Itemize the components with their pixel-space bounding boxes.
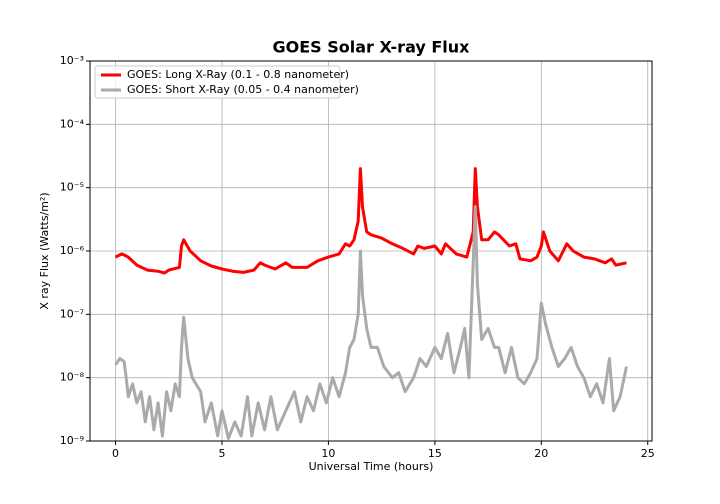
x-tick-label: 0 [112,447,119,460]
y-tick-label: 10⁻⁵ [60,181,84,194]
plot-frame [89,60,653,442]
x-tick-label: 15 [428,447,442,460]
y-tick-label: 10⁻⁴ [60,117,85,130]
y-tick-label: 10⁻⁸ [60,371,85,384]
x-axis-label: Universal Time (hours) [309,460,434,473]
x-tick-label: 25 [641,447,655,460]
x-tick-label: 5 [218,447,225,460]
legend-label: GOES: Short X-Ray (0.05 - 0.4 nanometer) [127,83,359,96]
legend-label: GOES: Long X-Ray (0.1 - 0.8 nanometer) [127,68,349,81]
series-line [114,167,627,275]
y-tick-label: 10⁻³ [60,54,84,67]
y-tick-label: 10⁻⁷ [60,307,84,320]
legend-box [94,65,341,99]
chart-title: GOES Solar X-ray Flux [272,38,470,57]
y-tick-label: 10⁻⁶ [60,244,85,257]
x-tick-label: 10 [321,447,335,460]
y-tick-label: 10⁻⁹ [60,434,84,447]
series-line [114,205,628,440]
y-axis-label: X ray Flux (Watts/m²) [38,192,51,309]
x-tick-label: 20 [534,447,548,460]
